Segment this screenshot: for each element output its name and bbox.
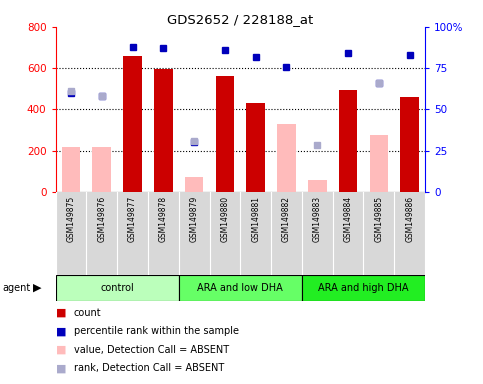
Text: ▶: ▶ — [33, 283, 42, 293]
Text: GSM149885: GSM149885 — [374, 196, 384, 242]
Bar — [277, 124, 296, 192]
Bar — [123, 56, 142, 192]
Bar — [92, 147, 111, 192]
Bar — [246, 103, 265, 192]
Text: control: control — [100, 283, 134, 293]
Bar — [56, 275, 179, 301]
Text: GSM149880: GSM149880 — [220, 196, 229, 242]
Bar — [302, 275, 425, 301]
Text: agent: agent — [2, 283, 30, 293]
Text: value, Detection Call = ABSENT: value, Detection Call = ABSENT — [74, 345, 229, 355]
Bar — [400, 97, 419, 192]
Bar — [154, 69, 172, 192]
Bar — [62, 147, 80, 192]
Text: ARA and low DHA: ARA and low DHA — [198, 283, 283, 293]
Text: count: count — [74, 308, 101, 318]
Text: ■: ■ — [56, 326, 66, 336]
Bar — [215, 76, 234, 192]
Text: ■: ■ — [56, 363, 66, 373]
Bar — [339, 90, 357, 192]
Text: GSM149881: GSM149881 — [251, 196, 260, 242]
Text: percentile rank within the sample: percentile rank within the sample — [74, 326, 239, 336]
Bar — [308, 180, 327, 192]
Text: ■: ■ — [56, 308, 66, 318]
Bar — [369, 135, 388, 192]
Text: GSM149875: GSM149875 — [67, 196, 75, 242]
Text: GSM149879: GSM149879 — [190, 196, 199, 242]
Text: ARA and high DHA: ARA and high DHA — [318, 283, 409, 293]
Text: ■: ■ — [56, 345, 66, 355]
Bar — [185, 177, 203, 192]
Bar — [179, 275, 302, 301]
Text: rank, Detection Call = ABSENT: rank, Detection Call = ABSENT — [74, 363, 224, 373]
Text: GSM149883: GSM149883 — [313, 196, 322, 242]
Title: GDS2652 / 228188_at: GDS2652 / 228188_at — [167, 13, 313, 26]
Text: GSM149882: GSM149882 — [282, 196, 291, 242]
Text: GSM149877: GSM149877 — [128, 196, 137, 242]
Text: GSM149878: GSM149878 — [159, 196, 168, 242]
Text: GSM149886: GSM149886 — [405, 196, 414, 242]
Text: GSM149876: GSM149876 — [97, 196, 106, 242]
Text: GSM149884: GSM149884 — [343, 196, 353, 242]
